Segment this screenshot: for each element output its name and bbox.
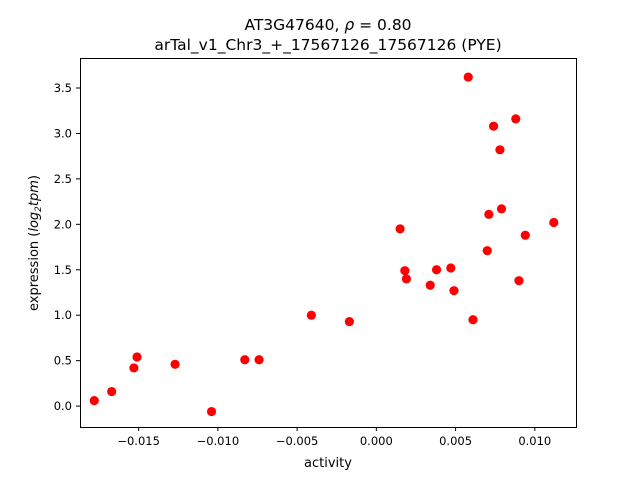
y-tick-label: 2.0 — [54, 217, 72, 231]
scatter-point — [449, 286, 459, 296]
scatter-point — [240, 355, 250, 365]
scatter-points — [89, 72, 559, 417]
scatter-point — [107, 386, 117, 397]
y-tick-label: 3.5 — [54, 81, 72, 95]
scatter-point — [400, 266, 410, 276]
y-axis-ticks: 0.0 0.5 1.0 1.5 2.0 2.5 3.0 3.5 — [54, 81, 80, 413]
scatter-point — [549, 217, 559, 228]
x-tick-label: 0.010 — [518, 434, 551, 448]
scatter-point — [463, 72, 473, 82]
scatter-point — [306, 310, 316, 320]
scatter-point — [514, 276, 524, 286]
x-tick-label: −0.010 — [197, 434, 240, 448]
scatter-point — [520, 230, 530, 240]
scatter-point — [482, 246, 492, 256]
plot-frame — [80, 58, 577, 428]
chart-title-line1: AT3G47640, ρ = 0.80 — [244, 16, 411, 34]
x-axis-label: activity — [304, 456, 352, 471]
x-tick-label: 0.000 — [360, 434, 393, 448]
x-axis-ticks: −0.015 −0.010 −0.005 0.000 0.005 0.010 — [117, 427, 551, 448]
scatter-point — [170, 359, 180, 369]
scatter-point — [401, 274, 412, 284]
y-tick-label: 3.0 — [54, 126, 72, 140]
scatter-point — [254, 355, 264, 365]
scatter-point — [206, 406, 217, 417]
y-tick-label: 1.0 — [54, 308, 72, 322]
y-tick-label: 0.0 — [54, 399, 72, 413]
y-tick-label: 0.5 — [54, 354, 72, 368]
scatter-point — [511, 114, 521, 124]
scatter-point — [468, 315, 478, 325]
chart-title-line2: arTal_v1_Chr3_+_17567126_17567126 (PYE) — [154, 36, 501, 55]
x-tick-label: 0.005 — [439, 434, 472, 448]
scatter-point — [496, 204, 507, 214]
scatter-point — [132, 352, 142, 362]
x-tick-label: −0.015 — [117, 434, 160, 448]
x-tick-label: −0.005 — [276, 434, 319, 448]
scatter-point — [129, 363, 139, 373]
y-tick-label: 2.5 — [54, 172, 72, 186]
scatter-point — [488, 121, 499, 131]
scatter-point — [425, 280, 435, 290]
scatter-point — [344, 316, 354, 327]
scatter-point — [495, 145, 505, 155]
scatter-point — [431, 265, 442, 275]
scatter-point — [89, 396, 99, 406]
scatter-point — [484, 209, 494, 219]
scatter-point — [395, 224, 405, 234]
y-tick-label: 1.5 — [54, 263, 72, 277]
scatter-point — [446, 263, 456, 273]
y-axis-label: expression (log2tpm) — [27, 175, 44, 311]
